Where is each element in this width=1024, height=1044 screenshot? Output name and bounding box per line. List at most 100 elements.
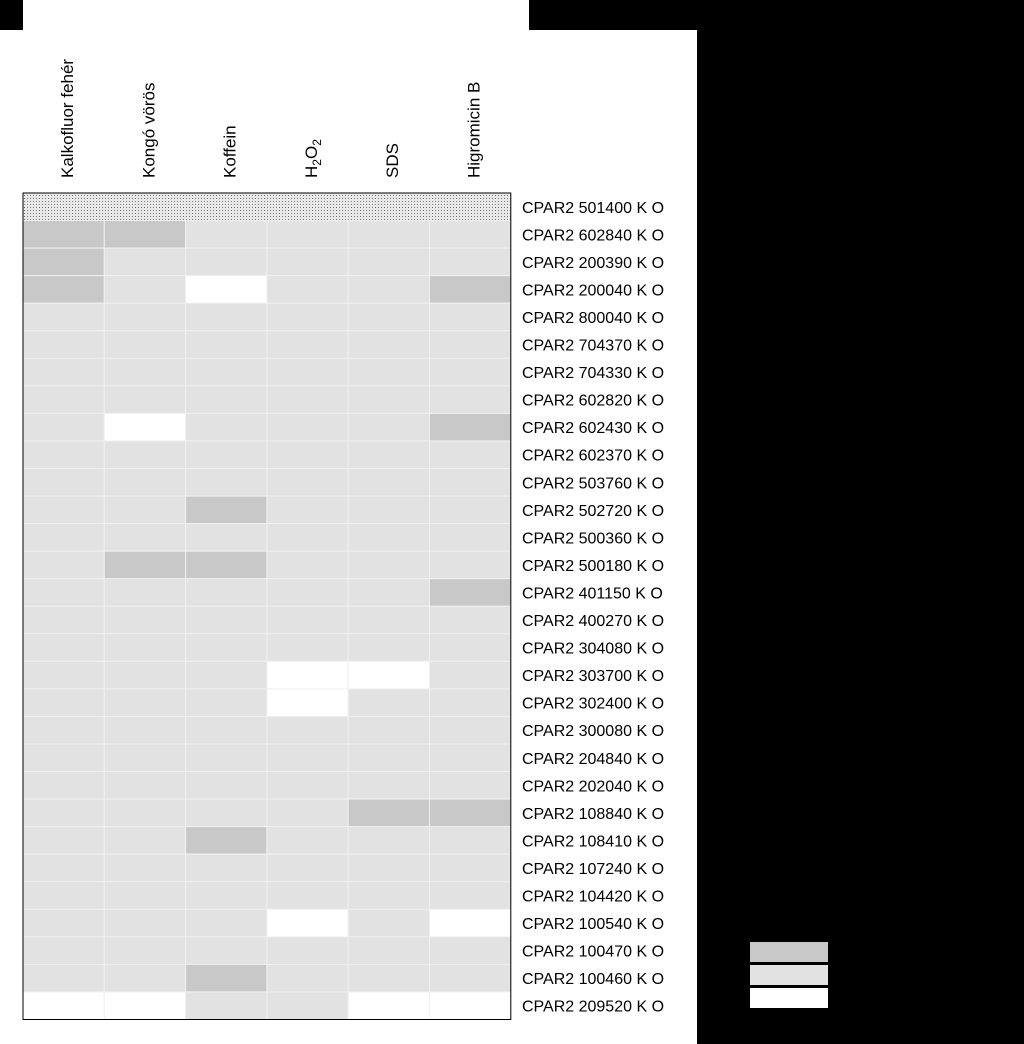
heatmap-chart: Kalkofluor fehér Kongó vörös Koffein H2O2 SD…: [22, 59, 664, 1021]
heatmap-cell: [22, 357, 105, 387]
heatmap-cell: [347, 798, 431, 828]
heatmap-cell: [429, 743, 512, 773]
heatmap-cell: [429, 247, 512, 277]
heatmap-cell: [347, 275, 431, 304]
row-label: CPAR2 400270 K O: [522, 613, 664, 630]
row-label: CPAR2 100460 K O: [522, 971, 664, 988]
heatmap-cell: [185, 330, 268, 359]
heatmap-cell: [347, 468, 431, 497]
row-label: CPAR2 303700 K O: [522, 668, 664, 685]
row-label: CPAR2 100540 K O: [522, 916, 664, 933]
row-label: CPAR2 304080 K O: [522, 641, 664, 658]
row-labels: CPAR2 501400 K O CPAR2 602840 K O CPAR2 20…: [522, 200, 664, 1016]
heatmap-cell: [266, 220, 349, 249]
heatmap-cell: [22, 412, 105, 442]
row-label: CPAR2 200040 K O: [522, 282, 664, 299]
heatmap-cell: [103, 550, 187, 580]
column-label-h2o2: H2O2: [302, 139, 324, 178]
row-label: CPAR2 500180 K O: [522, 558, 664, 575]
heatmap-cell: [347, 523, 431, 552]
heatmap-cell: [429, 771, 512, 800]
heatmap-cell: [429, 220, 512, 249]
row-label: CPAR2 104420 K O: [522, 889, 664, 906]
heatmap-cell: [266, 247, 349, 277]
heatmap-cell: [266, 440, 349, 470]
heatmap-cell: [22, 798, 105, 828]
heatmap-cell: [266, 771, 349, 800]
heatmap-cell: [22, 330, 105, 359]
heatmap-cell: [347, 357, 431, 387]
heatmap-cell: [22, 715, 105, 745]
heatmap-cell: [266, 633, 349, 662]
heatmap-cell: [103, 798, 187, 828]
heatmap-cell: [103, 936, 187, 965]
heatmap-cells: [22, 193, 512, 1021]
row-label: CPAR2 502720 K O: [522, 503, 664, 520]
heatmap-cell: [22, 275, 105, 304]
heatmap-cell: [266, 963, 349, 993]
heatmap-cell: [23, 193, 105, 221]
heatmap-cell: [347, 578, 431, 607]
heatmap-cell: [429, 853, 512, 883]
heatmap-cell: [22, 468, 105, 497]
heatmap-cell: [185, 357, 268, 387]
heatmap-cell: [266, 578, 349, 607]
column-label-kong-v-r-s: Kongó vörös: [139, 83, 158, 178]
heatmap-cell: [429, 826, 512, 855]
row-label: CPAR2 401150 K O: [522, 585, 663, 602]
heatmap-cell: [429, 908, 512, 938]
heatmap-cell: [185, 247, 268, 277]
heatmap-cell: [22, 908, 105, 938]
heatmap-cell: [429, 633, 512, 662]
heatmap-cell: [103, 357, 187, 387]
heatmap-cell: [347, 220, 431, 249]
legend-swatch: [749, 941, 829, 963]
heatmap-cell: [103, 330, 187, 359]
heatmap-cell: [22, 495, 105, 525]
heatmap-cell: [347, 385, 431, 414]
heatmap-cell: [185, 715, 268, 745]
heatmap-cell: [347, 247, 431, 277]
row-label: CPAR2 602840 K O: [522, 227, 664, 244]
heatmap-cell: [347, 440, 431, 470]
heatmap-cell: [429, 881, 512, 910]
heatmap-cell: [103, 385, 187, 414]
heatmap-cell: [347, 743, 431, 773]
heatmap-cell: [185, 495, 268, 525]
heatmap-cell: [266, 275, 349, 304]
row-label: CPAR2 704330 K O: [522, 365, 664, 382]
legend: [749, 941, 829, 1009]
heatmap-cell: [22, 660, 105, 690]
heatmap-cell: [266, 357, 349, 387]
row-label: CPAR2 503760 K O: [522, 475, 664, 492]
heatmap-cell: [22, 302, 105, 332]
heatmap-cell: [266, 385, 349, 414]
heatmap-cell: [429, 495, 512, 525]
heatmap-cell: [185, 771, 268, 800]
heatmap-cell: [266, 468, 349, 497]
heatmap-cell: [429, 991, 512, 1021]
row-label: CPAR2 300080 K O: [522, 723, 664, 740]
column-label-koffein: Koffein: [221, 125, 240, 178]
heatmap-cell: [185, 798, 268, 828]
heatmap-cell: [429, 715, 512, 745]
heatmap-cell: [266, 550, 349, 580]
heatmap-cell: [185, 412, 268, 442]
row-label: CPAR2 100470 K O: [522, 944, 664, 961]
row-label: CPAR2 108840 K O: [522, 806, 664, 823]
heatmap-cell: [185, 220, 268, 249]
heatmap-cell: [347, 330, 431, 359]
heatmap-cell: [266, 412, 349, 442]
heatmap-cell: [103, 660, 187, 690]
heatmap-cell: [347, 881, 431, 910]
heatmap-cell: [429, 330, 512, 359]
heatmap-cell: [185, 853, 268, 883]
heatmap-cell: [266, 936, 349, 965]
heatmap-cell: [103, 605, 187, 635]
heatmap-cell: [266, 798, 349, 828]
heatmap-cell: [185, 743, 268, 773]
heatmap-cell: [22, 220, 105, 249]
heatmap-cell: [103, 853, 187, 883]
heatmap-cell: [185, 302, 268, 332]
heatmap-cell: [103, 302, 187, 332]
